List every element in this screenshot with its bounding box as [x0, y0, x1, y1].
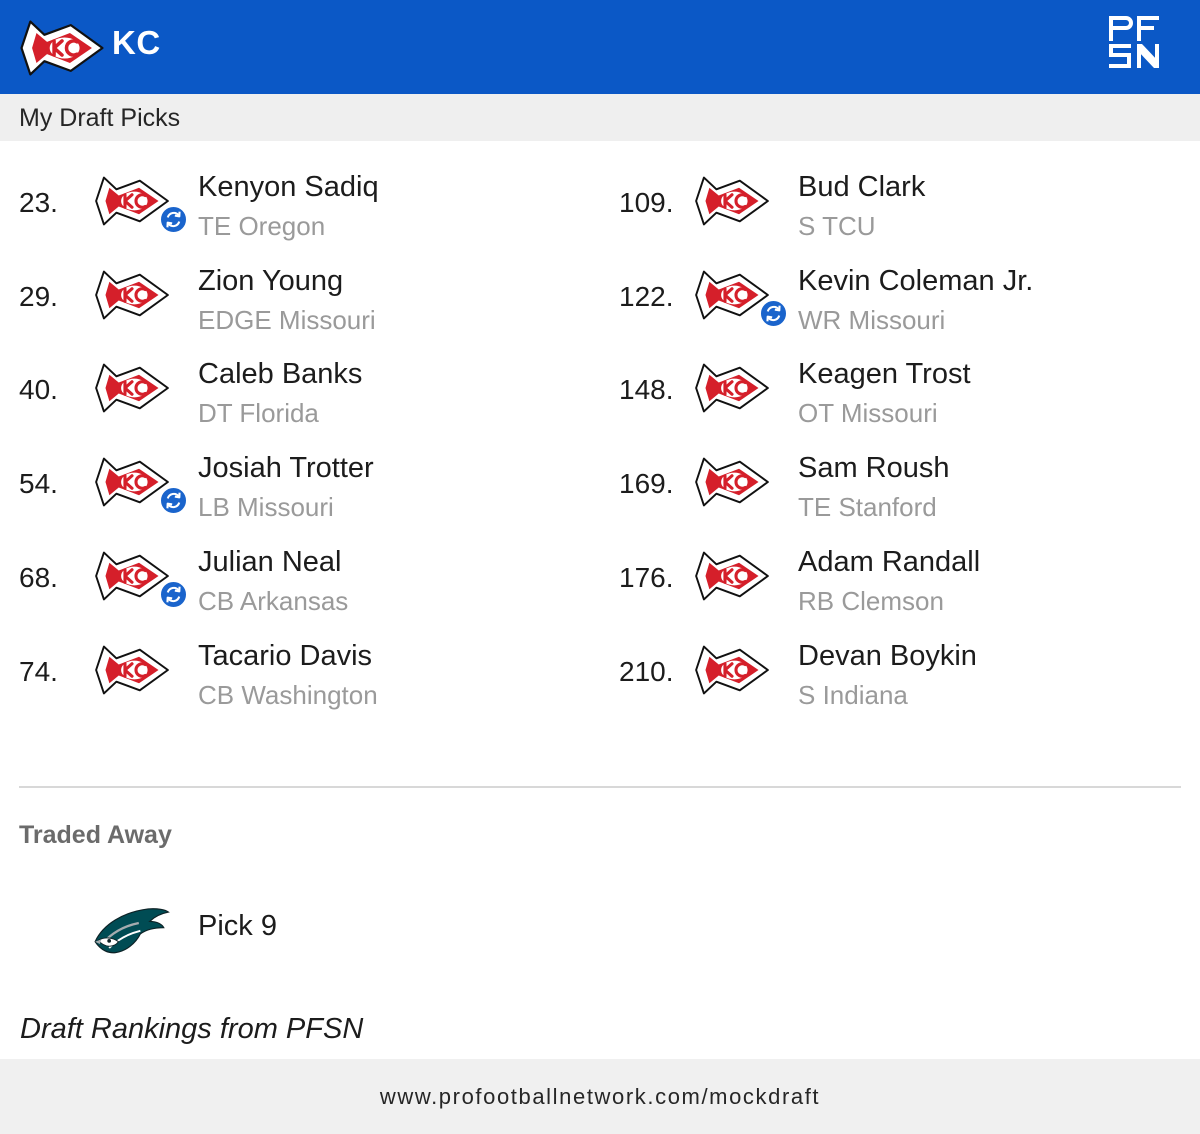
footer-url-link[interactable]: www.profootballnetwork.com/mockdraft — [379, 1084, 821, 1109]
player-position-school: S TCU — [798, 211, 876, 241]
draft-pick-row[interactable]: 122. Kevin Coleman Jr. WR Missouri — [619, 265, 1179, 347]
draft-pick-row[interactable]: 109. Bud Clark S TCU — [619, 171, 1179, 253]
chiefs-arrowhead-icon — [93, 267, 171, 323]
footer-bar: www.profootballnetwork.com/mockdraft — [0, 1059, 1200, 1134]
draft-pick-row[interactable]: 148. Keagen Trost OT Missouri — [619, 358, 1179, 440]
player-position-school: OT Missouri — [798, 398, 938, 428]
player-name: Julian Neal — [198, 546, 342, 578]
player-name: Sam Roush — [798, 452, 950, 484]
trade-refresh-icon[interactable] — [159, 205, 188, 234]
header-bar: KC — [0, 0, 1200, 94]
team-abbreviation: KC — [112, 24, 161, 61]
player-position-school: CB Arkansas — [198, 586, 349, 616]
chiefs-arrowhead-icon — [693, 548, 771, 604]
pick-number: 169. — [619, 468, 674, 499]
chiefs-arrowhead-icon — [693, 454, 771, 510]
pick-number: 176. — [619, 562, 674, 593]
draft-pick-row[interactable]: 23. Kenyon Sadiq TE Oregon — [19, 171, 579, 253]
pick-number: 210. — [619, 656, 674, 687]
player-name: Tacario Davis — [198, 640, 373, 672]
player-position-school: EDGE Missouri — [198, 305, 376, 335]
pick-number: 122. — [619, 281, 674, 312]
pick-number: 74. — [19, 656, 58, 687]
player-position-school: TE Oregon — [198, 211, 326, 241]
traded-away-title: Traded Away — [19, 821, 172, 849]
draft-pick-row[interactable]: 40. Caleb Banks DT Florida — [19, 358, 579, 440]
pick-number: 54. — [19, 468, 58, 499]
chiefs-arrowhead-icon — [693, 173, 771, 229]
trade-refresh-icon[interactable] — [159, 580, 188, 609]
player-position-school: CB Washington — [198, 680, 378, 710]
player-name: Zion Young — [198, 265, 344, 297]
pick-number: 68. — [19, 562, 58, 593]
player-name: Caleb Banks — [198, 358, 363, 390]
player-position-school: DT Florida — [198, 398, 319, 428]
pick-number: 23. — [19, 187, 58, 218]
rankings-credit: Draft Rankings from PFSN — [20, 1013, 364, 1045]
player-position-school: TE Stanford — [798, 492, 937, 522]
draft-pick-row[interactable]: 176. Adam Randall RB Clemson — [619, 546, 1179, 628]
chiefs-arrowhead-icon — [18, 17, 106, 79]
player-position-school: LB Missouri — [198, 492, 334, 522]
player-position-school: S Indiana — [798, 680, 908, 710]
draft-pick-row[interactable]: 74. Tacario Davis CB Washington — [19, 640, 579, 722]
section-title: My Draft Picks — [19, 104, 181, 132]
pick-number: 29. — [19, 281, 58, 312]
player-name: Adam Randall — [798, 546, 981, 578]
trade-refresh-icon[interactable] — [759, 299, 788, 328]
pick-number: 148. — [619, 374, 674, 405]
chiefs-arrowhead-icon — [693, 360, 771, 416]
section-divider — [19, 786, 1181, 788]
player-name: Kenyon Sadiq — [198, 171, 379, 203]
pfsn-logo-icon[interactable] — [1106, 14, 1162, 70]
chiefs-arrowhead-icon — [93, 642, 171, 698]
player-position-school: WR Missouri — [798, 305, 946, 335]
section-header: My Draft Picks — [0, 94, 1200, 141]
eagles-logo-icon — [92, 902, 170, 958]
chiefs-arrowhead-icon — [693, 642, 771, 698]
player-position-school: RB Clemson — [798, 586, 944, 616]
pick-number: 109. — [619, 187, 674, 218]
traded-pick-label: Pick 9 — [198, 910, 277, 942]
draft-pick-row[interactable]: 54. Josiah Trotter LB Missouri — [19, 452, 579, 534]
player-name: Josiah Trotter — [198, 452, 374, 484]
player-name: Devan Boykin — [798, 640, 977, 672]
pick-number: 40. — [19, 374, 58, 405]
trade-refresh-icon[interactable] — [159, 486, 188, 515]
player-name: Keagen Trost — [798, 358, 971, 390]
player-name: Kevin Coleman Jr. — [798, 265, 1034, 297]
draft-pick-row[interactable]: 210. Devan Boykin S Indiana — [619, 640, 1179, 722]
draft-pick-row[interactable]: 29. Zion Young EDGE Missouri — [19, 265, 579, 347]
draft-pick-row[interactable]: 68. Julian Neal CB Arkansas — [19, 546, 579, 628]
chiefs-arrowhead-icon — [93, 360, 171, 416]
player-name: Bud Clark — [798, 171, 926, 203]
draft-pick-row[interactable]: 169. Sam Roush TE Stanford — [619, 452, 1179, 534]
